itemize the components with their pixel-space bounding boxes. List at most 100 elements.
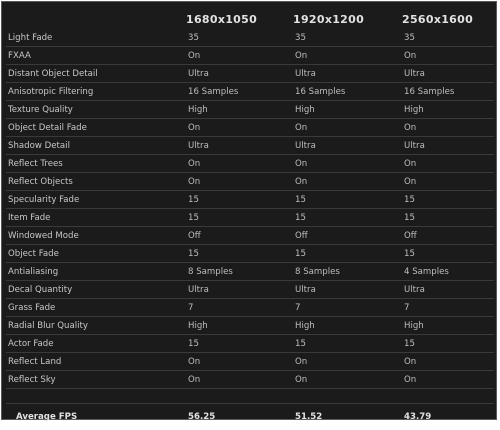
- setting-value: 7: [402, 299, 494, 317]
- setting-value: 4 Samples: [402, 263, 494, 281]
- setting-value: On: [293, 173, 402, 191]
- setting-value: 15: [186, 209, 293, 227]
- setting-value: On: [402, 353, 494, 371]
- setting-value: On: [402, 119, 494, 137]
- setting-name: Decal Quantity: [6, 281, 186, 299]
- setting-name: Actor Fade: [6, 335, 186, 353]
- setting-value: 15: [186, 245, 293, 263]
- setting-value: 15: [293, 245, 402, 263]
- setting-value: Ultra: [293, 65, 402, 83]
- table-row: Antialiasing 8 Samples 8 Samples 4 Samples: [6, 263, 494, 281]
- setting-name: Reflect Land: [6, 353, 186, 371]
- setting-value: On: [402, 47, 494, 65]
- setting-name: FXAA: [6, 47, 186, 65]
- setting-value: On: [402, 173, 494, 191]
- setting-value: 16 Samples: [293, 83, 402, 101]
- table-row: Reflect Trees On On On: [6, 155, 494, 173]
- setting-name: Windowed Mode: [6, 227, 186, 245]
- setting-name: Reflect Trees: [6, 155, 186, 173]
- setting-value: 35: [293, 29, 402, 47]
- table-row: Windowed Mode Off Off Off: [6, 227, 494, 245]
- spacer-cell: [186, 389, 293, 404]
- column-header-setting: [6, 10, 186, 29]
- setting-value: Ultra: [186, 137, 293, 155]
- table-row: Reflect Objects On On On: [6, 173, 494, 191]
- setting-value: 15: [293, 335, 402, 353]
- table-row: Decal Quantity Ultra Ultra Ultra: [6, 281, 494, 299]
- setting-name: Reflect Sky: [6, 371, 186, 389]
- setting-name: Anisotropic Filtering: [6, 83, 186, 101]
- setting-name: Texture Quality: [6, 101, 186, 119]
- table-row: FXAA On On On: [6, 47, 494, 65]
- column-header-2560x1600: 2560x1600: [402, 13, 474, 26]
- average-fps-value: 51.52: [295, 412, 323, 422]
- table-row: Radial Blur Quality High High High: [6, 317, 494, 335]
- setting-value: On: [293, 119, 402, 137]
- setting-value: On: [293, 353, 402, 371]
- setting-value: 16 Samples: [186, 83, 293, 101]
- table-row: Object Fade 15 15 15: [6, 245, 494, 263]
- setting-value: On: [186, 353, 293, 371]
- table-row: Texture Quality High High High: [6, 101, 494, 119]
- setting-value: 8 Samples: [186, 263, 293, 281]
- setting-value: 35: [186, 29, 293, 47]
- setting-value: Ultra: [186, 281, 293, 299]
- setting-value: 8 Samples: [293, 263, 402, 281]
- setting-value: On: [293, 371, 402, 389]
- spacer-cell: [402, 389, 494, 404]
- setting-name: Antialiasing: [6, 263, 186, 281]
- setting-value: 15: [402, 191, 494, 209]
- setting-value: Ultra: [293, 137, 402, 155]
- spacer-row: [6, 389, 494, 404]
- setting-name: Radial Blur Quality: [6, 317, 186, 335]
- setting-value: 15: [402, 209, 494, 227]
- setting-value: High: [402, 101, 494, 119]
- setting-value: On: [186, 173, 293, 191]
- average-fps-value: 56.25: [188, 412, 216, 422]
- setting-value: High: [186, 317, 293, 335]
- column-header-1920x1200: 1920x1200: [293, 13, 365, 26]
- setting-value: High: [293, 101, 402, 119]
- setting-value: Ultra: [293, 281, 402, 299]
- setting-name: Reflect Objects: [6, 173, 186, 191]
- table-row: Shadow Detail Ultra Ultra Ultra: [6, 137, 494, 155]
- setting-value: 15: [186, 191, 293, 209]
- setting-name: Shadow Detail: [6, 137, 186, 155]
- settings-table: 1680x1050 1920x1200 2560x1600 Light Fade…: [6, 10, 494, 430]
- setting-value: On: [402, 371, 494, 389]
- table-row: Light Fade 35 35 35: [6, 29, 494, 47]
- setting-value: 15: [293, 191, 402, 209]
- setting-value: 15: [402, 335, 494, 353]
- average-fps-row: Average FPS 56.25 51.52 43.79: [6, 404, 494, 430]
- table-row: Item Fade 15 15 15: [6, 209, 494, 227]
- setting-value: Off: [186, 227, 293, 245]
- setting-name: Object Fade: [6, 245, 186, 263]
- setting-value: On: [293, 155, 402, 173]
- column-header-1680x1050: 1680x1050: [186, 13, 258, 26]
- setting-value: 35: [402, 29, 494, 47]
- table-row: Distant Object Detail Ultra Ultra Ultra: [6, 65, 494, 83]
- setting-value: 15: [293, 209, 402, 227]
- spacer-cell: [293, 389, 402, 404]
- setting-value: On: [186, 119, 293, 137]
- setting-value: 15: [402, 245, 494, 263]
- setting-value: On: [293, 47, 402, 65]
- setting-value: Ultra: [402, 281, 494, 299]
- setting-value: On: [186, 155, 293, 173]
- setting-value: Off: [402, 227, 494, 245]
- setting-value: Off: [293, 227, 402, 245]
- setting-value: 7: [186, 299, 293, 317]
- setting-name: Grass Fade: [6, 299, 186, 317]
- table-row: Actor Fade 15 15 15: [6, 335, 494, 353]
- average-fps-label: Average FPS: [16, 412, 78, 422]
- setting-name: Object Detail Fade: [6, 119, 186, 137]
- setting-value: 16 Samples: [402, 83, 494, 101]
- table-row: Grass Fade 7 7 7: [6, 299, 494, 317]
- setting-name: Specularity Fade: [6, 191, 186, 209]
- setting-name: Light Fade: [6, 29, 186, 47]
- table-row: Reflect Land On On On: [6, 353, 494, 371]
- table-body: Light Fade 35 35 35 FXAA On On On Distant Object…: [6, 29, 494, 430]
- setting-value: 15: [186, 335, 293, 353]
- setting-value: Ultra: [186, 65, 293, 83]
- setting-value: On: [186, 47, 293, 65]
